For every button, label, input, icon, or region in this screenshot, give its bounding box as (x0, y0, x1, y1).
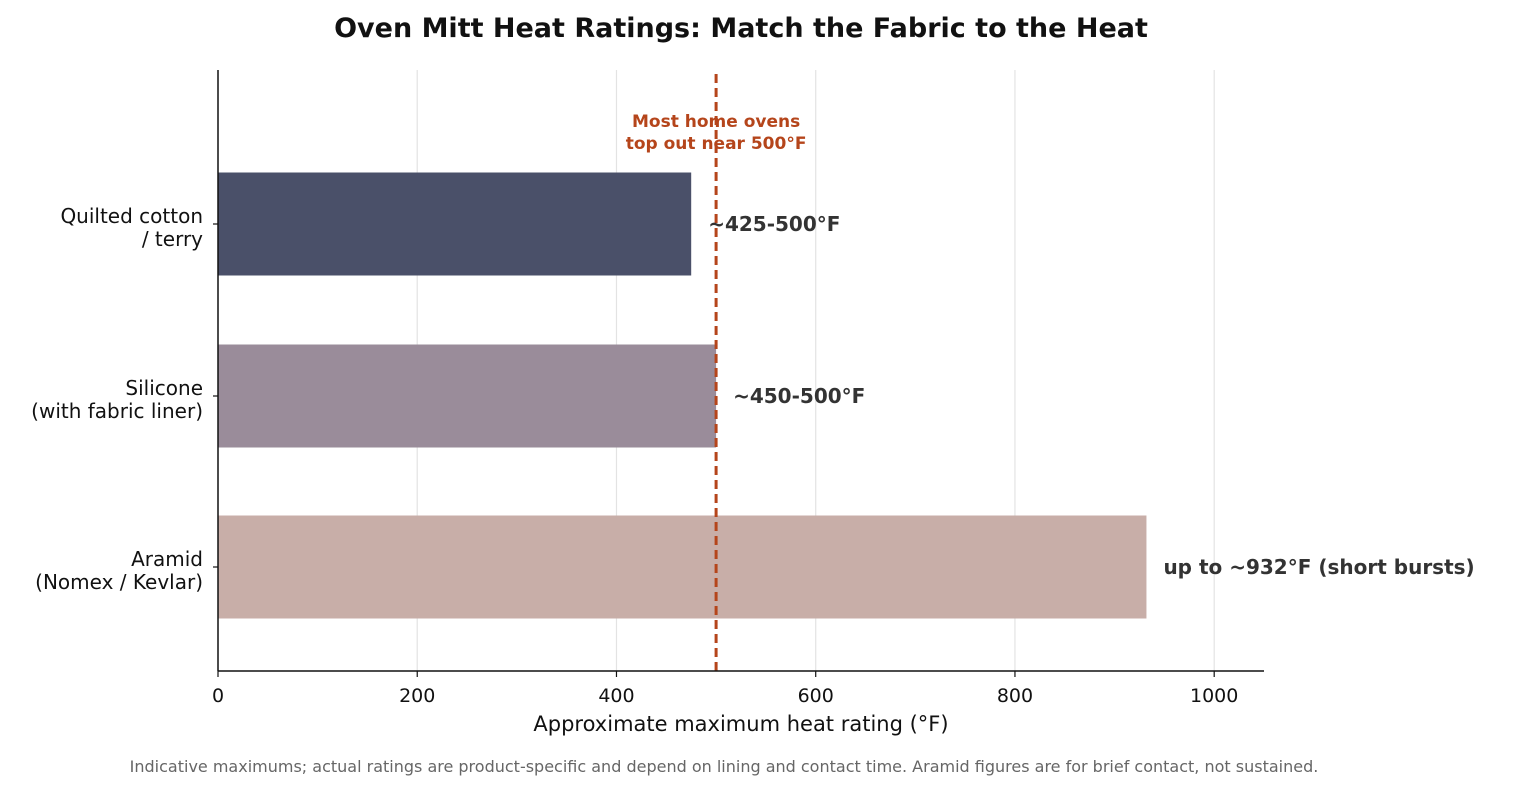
bar-2 (218, 515, 1147, 619)
x-tick-label-2: 400 (598, 685, 634, 707)
x-tick-label-3: 600 (798, 685, 834, 707)
bar-series (218, 172, 1147, 619)
axes (217, 70, 1264, 672)
reference-line-label-1: top out near 500°F (626, 134, 807, 154)
value-label-1: ~450-500°F (733, 384, 865, 408)
value-label-0: ~425-500°F (708, 212, 840, 236)
x-tick-label-5: 1000 (1190, 685, 1238, 707)
reference-line-label-0: Most home ovens (632, 112, 800, 132)
x-tick-label-4: 800 (997, 685, 1033, 707)
x-tick-label-1: 200 (399, 685, 435, 707)
category-labels: Quilted cotton / terry Silicone (with fabri… (31, 204, 218, 594)
category-label-0: Quilted cotton / terry (60, 204, 203, 251)
value-labels: ~425-500°F ~450-500°F up to ~932°F (short … (708, 212, 1475, 579)
x-axis-title: Approximate maximum heat rating (°F) (533, 712, 948, 736)
footnote: Indicative maximums; actual ratings are … (130, 757, 1319, 776)
x-ticks: 0 200 400 600 800 1000 (212, 671, 1238, 707)
value-label-2: up to ~932°F (short bursts) (1163, 555, 1474, 579)
category-label-1: Silicone (with fabric liner) (31, 376, 203, 423)
category-label-2: Aramid (Nomex / Kevlar) (35, 547, 203, 594)
bar-1 (218, 344, 717, 448)
chart-title: Oven Mitt Heat Ratings: Match the Fabric… (334, 13, 1148, 44)
x-tick-label-0: 0 (212, 685, 224, 707)
bar-0 (218, 172, 692, 276)
